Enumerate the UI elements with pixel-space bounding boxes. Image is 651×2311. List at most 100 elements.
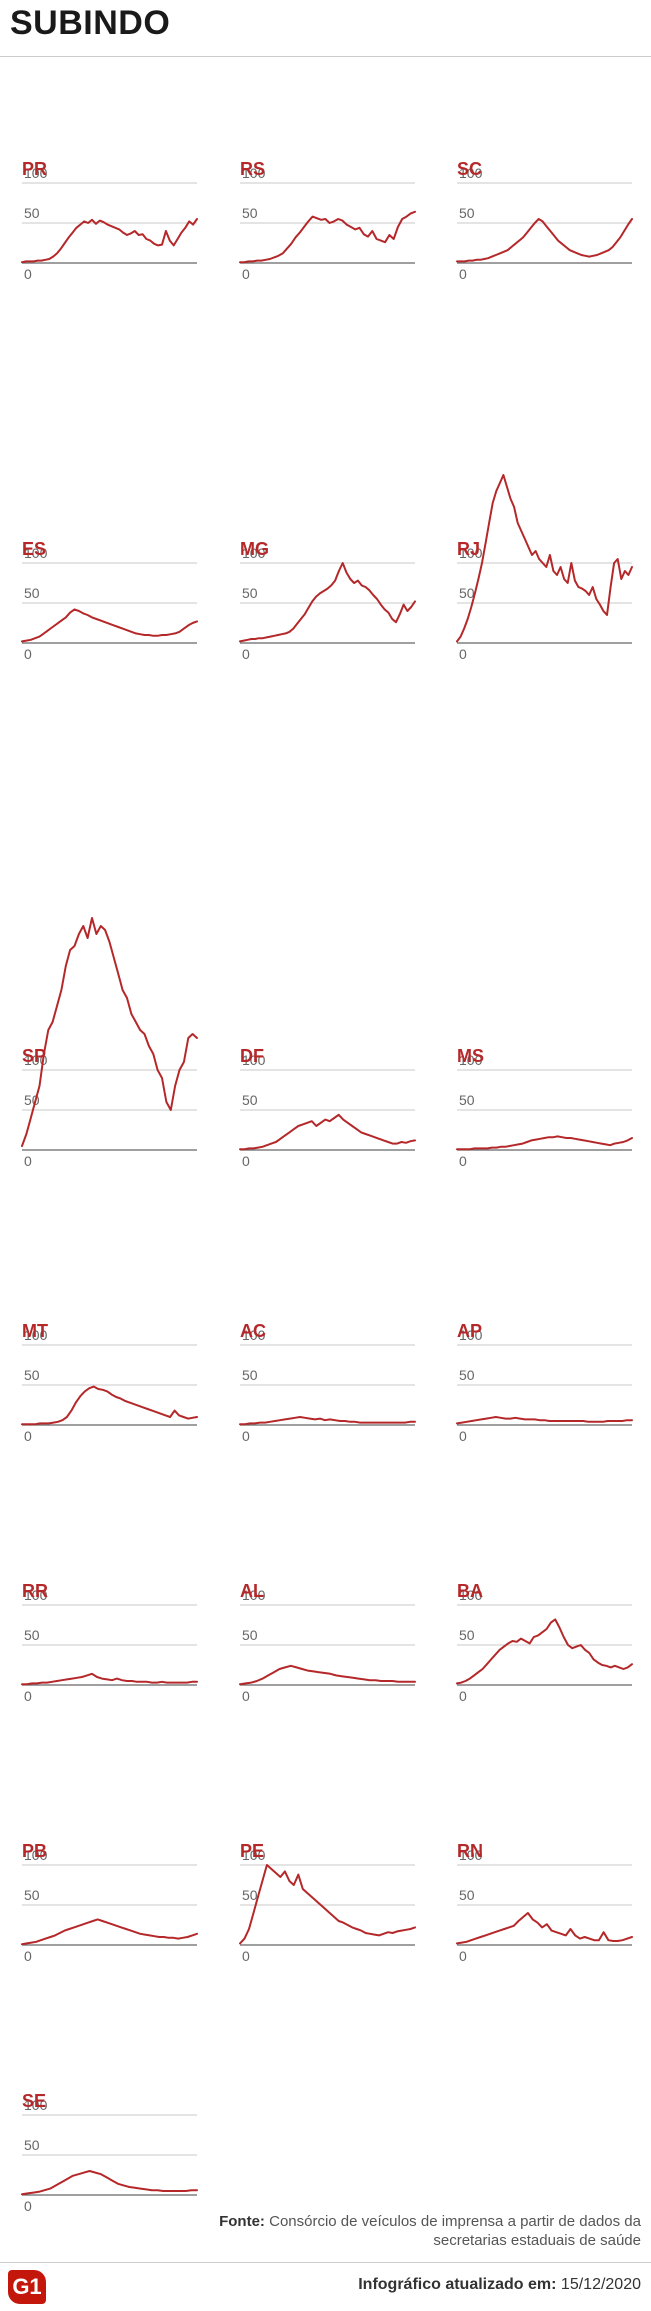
state-label-se: SE bbox=[22, 2091, 46, 2111]
tick-label-0: 0 bbox=[459, 266, 467, 282]
tick-label-100: 100 bbox=[24, 165, 48, 181]
tick-label-100: 100 bbox=[242, 1847, 266, 1863]
tick-label-50: 50 bbox=[24, 2137, 40, 2153]
tick-label-0: 0 bbox=[24, 266, 32, 282]
tick-label-0: 0 bbox=[459, 1688, 467, 1704]
series-line-es bbox=[21, 608, 198, 643]
tick-label-0: 0 bbox=[242, 266, 250, 282]
state-label-al: AL bbox=[240, 1581, 264, 1601]
tick-label-0: 0 bbox=[242, 1428, 250, 1444]
series-line-pb bbox=[21, 1918, 198, 1946]
tick-label-0: 0 bbox=[459, 1153, 467, 1169]
tick-label-0: 0 bbox=[24, 2198, 32, 2214]
state-label-rs: RS bbox=[240, 159, 265, 179]
tick-label-0: 0 bbox=[459, 1948, 467, 1964]
tick-label-100: 100 bbox=[459, 1587, 483, 1603]
state-label-rj: RJ bbox=[457, 539, 480, 559]
state-label-ac: AC bbox=[240, 1321, 266, 1341]
state-label-ms: MS bbox=[457, 1046, 484, 1066]
tick-label-100: 100 bbox=[242, 1052, 266, 1068]
state-label-pr: PR bbox=[22, 159, 47, 179]
series-line-ba bbox=[456, 1618, 633, 1685]
source-text: Consórcio de veículos de imprensa a part… bbox=[269, 2213, 641, 2249]
tick-label-100: 100 bbox=[242, 545, 266, 561]
tick-label-50: 50 bbox=[242, 1092, 258, 1108]
series-line-rn bbox=[456, 1912, 633, 1945]
series-line-rj bbox=[456, 474, 633, 643]
tick-label-100: 100 bbox=[459, 165, 483, 181]
tick-label-50: 50 bbox=[459, 205, 475, 221]
state-label-ba: BA bbox=[457, 1581, 483, 1601]
tick-label-0: 0 bbox=[242, 646, 250, 662]
tick-label-50: 50 bbox=[242, 1367, 258, 1383]
tick-label-50: 50 bbox=[24, 205, 40, 221]
tick-label-0: 0 bbox=[242, 1153, 250, 1169]
tick-label-100: 100 bbox=[24, 1847, 48, 1863]
series-line-ap bbox=[456, 1416, 633, 1425]
state-label-rr: RR bbox=[22, 1581, 48, 1601]
tick-label-50: 50 bbox=[24, 1627, 40, 1643]
series-line-pe bbox=[239, 1864, 416, 1945]
series-line-sp bbox=[21, 917, 198, 1147]
source-note: Fonte: Consórcio de veículos de imprensa… bbox=[201, 2212, 641, 2250]
tick-label-100: 100 bbox=[24, 2097, 48, 2113]
series-line-mg bbox=[239, 562, 416, 643]
tick-label-50: 50 bbox=[24, 585, 40, 601]
tick-label-50: 50 bbox=[459, 1092, 475, 1108]
state-label-rn: RN bbox=[457, 1841, 483, 1861]
updated-date: 15/12/2020 bbox=[560, 2276, 641, 2293]
tick-label-50: 50 bbox=[242, 1887, 258, 1903]
state-label-sp: SP bbox=[22, 1046, 46, 1066]
page-title: SUBINDO bbox=[10, 4, 171, 42]
series-line-ac bbox=[239, 1416, 416, 1426]
series-line-df bbox=[239, 1113, 416, 1151]
footer-divider bbox=[0, 2262, 651, 2263]
tick-label-0: 0 bbox=[459, 646, 467, 662]
g1-logo[interactable]: G1 bbox=[8, 2270, 46, 2304]
state-label-sc: SC bbox=[457, 159, 482, 179]
tick-label-100: 100 bbox=[24, 1587, 48, 1603]
series-line-mt bbox=[21, 1385, 198, 1426]
updated-note: Infográfico atualizado em: 15/12/2020 bbox=[358, 2276, 641, 2294]
tick-label-50: 50 bbox=[24, 1367, 40, 1383]
tick-label-100: 100 bbox=[24, 545, 48, 561]
tick-label-0: 0 bbox=[24, 646, 32, 662]
series-line-se bbox=[21, 2170, 198, 2196]
tick-label-50: 50 bbox=[459, 585, 475, 601]
tick-label-50: 50 bbox=[459, 1627, 475, 1643]
state-label-es: ES bbox=[22, 539, 46, 559]
tick-label-100: 100 bbox=[242, 165, 266, 181]
state-label-mt: MT bbox=[22, 1321, 48, 1341]
source-label: Fonte: bbox=[219, 2213, 265, 2230]
series-line-al bbox=[239, 1664, 416, 1686]
state-label-pb: PB bbox=[22, 1841, 47, 1861]
tick-label-0: 0 bbox=[24, 1153, 32, 1169]
state-label-pe: PE bbox=[240, 1841, 264, 1861]
tick-label-0: 0 bbox=[242, 1948, 250, 1964]
tick-label-50: 50 bbox=[24, 1887, 40, 1903]
tick-label-100: 100 bbox=[242, 1587, 266, 1603]
updated-label: Infográfico atualizado em: bbox=[358, 2276, 557, 2293]
state-label-ap: AP bbox=[457, 1321, 482, 1341]
series-line-rs bbox=[239, 210, 416, 264]
series-line-pr bbox=[21, 218, 198, 264]
series-line-rr bbox=[21, 1672, 198, 1686]
tick-label-50: 50 bbox=[459, 1887, 475, 1903]
